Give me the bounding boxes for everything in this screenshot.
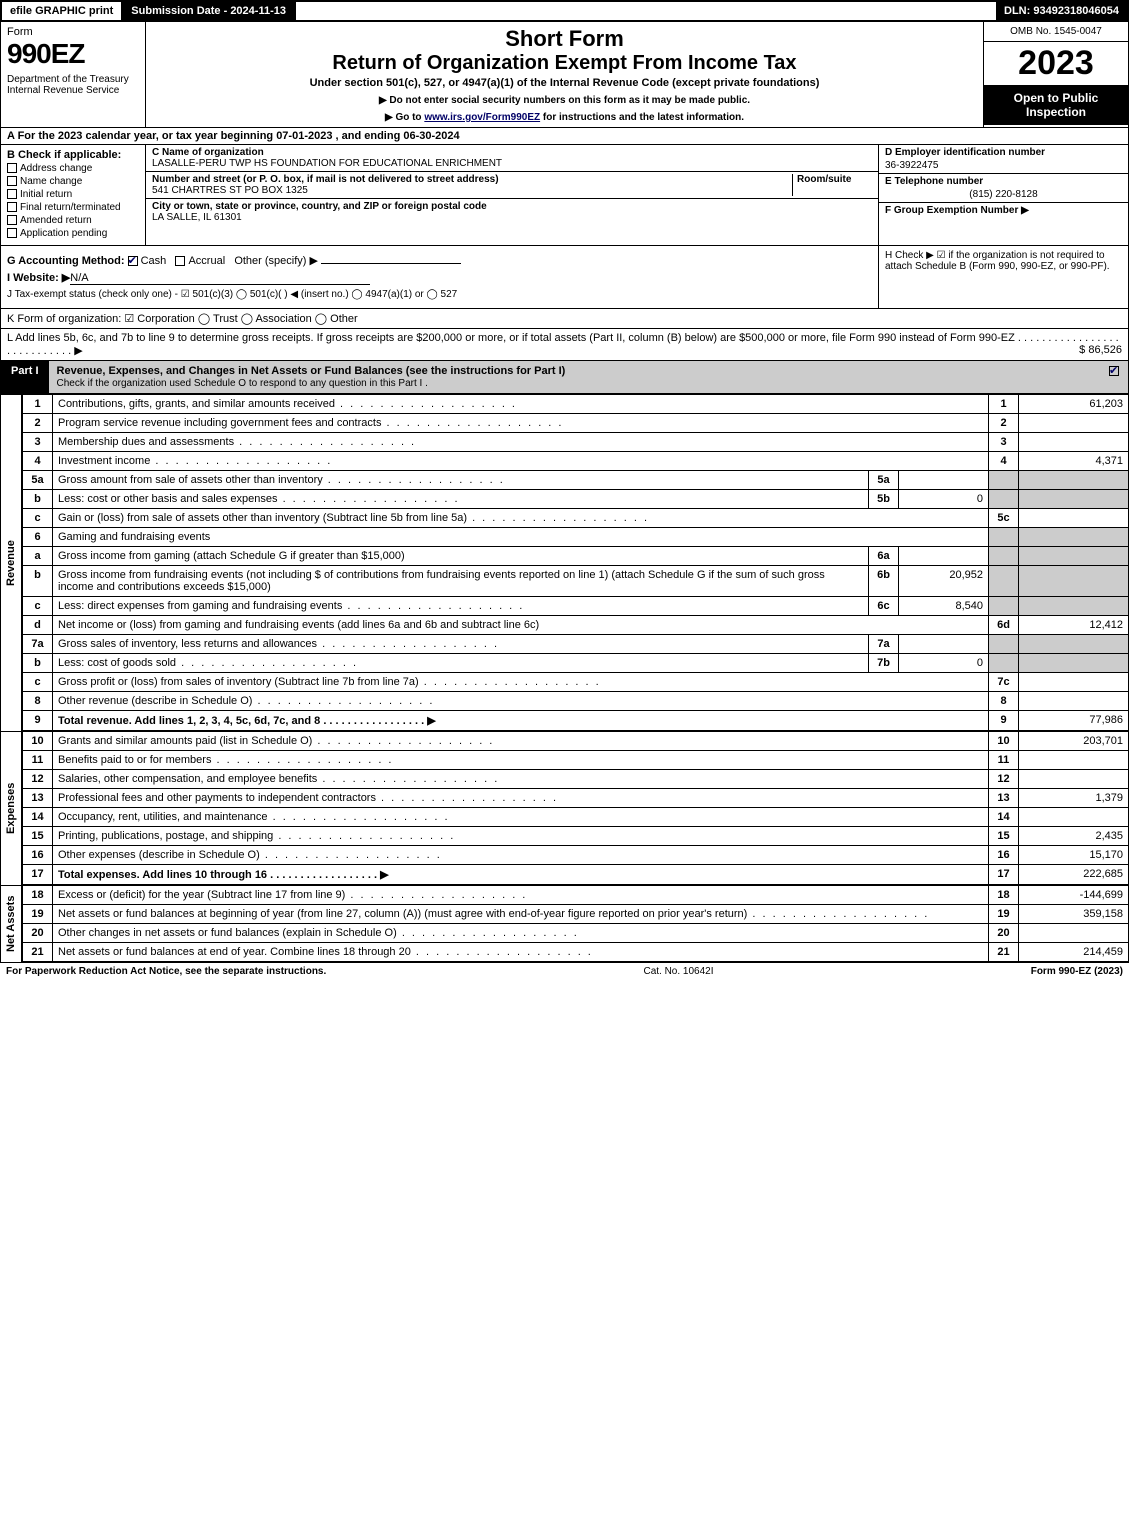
row-15: 15Printing, publications, postage, and s… (23, 827, 1129, 846)
part-I-sub: Check if the organization used Schedule … (57, 378, 428, 389)
line-H: H Check ▶ ☑ if the organization is not r… (878, 246, 1128, 308)
line-J: J Tax-exempt status (check only one) - ☑… (7, 289, 872, 300)
form-word: Form (7, 26, 139, 38)
row-3: 3Membership dues and assessments3 (23, 433, 1129, 452)
row-6a: aGross income from gaming (attach Schedu… (23, 547, 1129, 566)
block-G-to-J: G Accounting Method: Cash Accrual Other … (0, 246, 1129, 309)
submission-date: Submission Date - 2024-11-13 (123, 2, 296, 20)
row-19: 19Net assets or fund balances at beginni… (23, 905, 1129, 924)
row-17: 17Total expenses. Add lines 10 through 1… (23, 865, 1129, 885)
C-name-heading: C Name of organization (152, 147, 264, 158)
C-street-heading: Number and street (or P. O. box, if mail… (152, 174, 499, 185)
net-assets-label: Net Assets (0, 885, 22, 962)
note2-pre: ▶ Go to (385, 112, 424, 123)
line-G: G Accounting Method: Cash Accrual Other … (7, 254, 872, 267)
form-title: Return of Organization Exempt From Incom… (154, 52, 975, 75)
line-I: I Website: ▶N/A (7, 271, 872, 285)
chk-application-pending[interactable]: Application pending (7, 228, 139, 239)
net-assets-section: Net Assets 18Excess or (deficit) for the… (0, 885, 1129, 962)
cat-no: Cat. No. 10642I (643, 966, 713, 977)
short-form-label: Short Form (154, 26, 975, 52)
form-number: 990EZ (7, 38, 139, 70)
L-text: L Add lines 5b, 6c, and 7b to line 9 to … (7, 332, 1119, 357)
row-9: 9Total revenue. Add lines 1, 2, 3, 4, 5c… (23, 711, 1129, 731)
irs-link[interactable]: www.irs.gov/Form990EZ (424, 112, 540, 123)
paperwork-notice: For Paperwork Reduction Act Notice, see … (6, 966, 326, 977)
section-DEF: D Employer identification number 36-3922… (878, 145, 1128, 245)
part-I-tab: Part I (1, 361, 49, 393)
row-6c: cLess: direct expenses from gaming and f… (23, 597, 1129, 616)
section-C: C Name of organization LASALLE-PERU TWP … (146, 145, 878, 245)
org-name: LASALLE-PERU TWP HS FOUNDATION FOR EDUCA… (152, 158, 502, 169)
block-B-to-F: B Check if applicable: Address change Na… (0, 145, 1129, 246)
instructions-link-line: ▶ Go to www.irs.gov/Form990EZ for instru… (154, 112, 975, 123)
form-header: Form 990EZ Department of the Treasury In… (0, 22, 1129, 128)
note2-post: for instructions and the latest informat… (540, 112, 744, 123)
part-I-schedule-O-check[interactable] (1103, 361, 1128, 393)
chk-name-change[interactable]: Name change (7, 176, 139, 187)
phone: (815) 220-8128 (885, 189, 1122, 200)
dept-label: Department of the Treasury Internal Reve… (7, 74, 139, 96)
chk-amended-return[interactable]: Amended return (7, 215, 139, 226)
line-L: L Add lines 5b, 6c, and 7b to line 9 to … (0, 329, 1129, 361)
row-11: 11Benefits paid to or for members11 (23, 751, 1129, 770)
row-6d: dNet income or (loss) from gaming and fu… (23, 616, 1129, 635)
D-heading: D Employer identification number (885, 147, 1045, 158)
expenses-label: Expenses (0, 731, 22, 885)
C-city-heading: City or town, state or province, country… (152, 201, 487, 212)
row-14: 14Occupancy, rent, utilities, and mainte… (23, 808, 1129, 827)
row-10: 10Grants and similar amounts paid (list … (23, 732, 1129, 751)
org-street: 541 CHARTRES ST PO BOX 1325 (152, 185, 308, 196)
row-6b: bGross income from fundraising events (n… (23, 566, 1129, 597)
row-7c: cGross profit or (loss) from sales of in… (23, 673, 1129, 692)
section-B: B Check if applicable: Address change Na… (1, 145, 146, 245)
row-18: 18Excess or (deficit) for the year (Subt… (23, 886, 1129, 905)
public-inspection: Open to Public Inspection (984, 85, 1128, 125)
omb-number: OMB No. 1545-0047 (984, 22, 1128, 42)
page-footer: For Paperwork Reduction Act Notice, see … (0, 962, 1129, 980)
website: N/A (70, 272, 88, 284)
row-8: 8Other revenue (describe in Schedule O)8 (23, 692, 1129, 711)
row-1: 1Contributions, gifts, grants, and simil… (23, 395, 1129, 414)
chk-final-return[interactable]: Final return/terminated (7, 202, 139, 213)
revenue-label: Revenue (0, 394, 22, 731)
chk-address-change[interactable]: Address change (7, 163, 139, 174)
expenses-section: Expenses 10Grants and similar amounts pa… (0, 731, 1129, 885)
row-20: 20Other changes in net assets or fund ba… (23, 924, 1129, 943)
row-4: 4Investment income44,371 (23, 452, 1129, 471)
part-I-title: Revenue, Expenses, and Changes in Net As… (57, 365, 566, 377)
row-21: 21Net assets or fund balances at end of … (23, 943, 1129, 962)
org-city: LA SALLE, IL 61301 (152, 212, 242, 223)
tax-year: 2023 (984, 42, 1128, 85)
row-5b: bLess: cost or other basis and sales exp… (23, 490, 1129, 509)
top-bar: efile GRAPHIC print Submission Date - 20… (0, 0, 1129, 22)
ssn-warning: ▶ Do not enter social security numbers o… (154, 95, 975, 106)
chk-initial-return[interactable]: Initial return (7, 189, 139, 200)
F-heading: F Group Exemption Number ▶ (885, 205, 1029, 216)
row-7a: 7aGross sales of inventory, less returns… (23, 635, 1129, 654)
row-5c: cGain or (loss) from sale of assets othe… (23, 509, 1129, 528)
efile-label[interactable]: efile GRAPHIC print (2, 2, 123, 20)
row-7b: bLess: cost of goods sold7b0 (23, 654, 1129, 673)
row-13: 13Professional fees and other payments t… (23, 789, 1129, 808)
L-amount: $ 86,526 (1079, 344, 1122, 356)
row-2: 2Program service revenue including gover… (23, 414, 1129, 433)
line-K: K Form of organization: ☑ Corporation ◯ … (0, 309, 1129, 329)
form-subtitle: Under section 501(c), 527, or 4947(a)(1)… (154, 77, 975, 89)
chk-cash[interactable] (128, 256, 138, 266)
part-I-header: Part I Revenue, Expenses, and Changes in… (0, 361, 1129, 394)
room-heading: Room/suite (797, 174, 851, 185)
dln: DLN: 93492318046054 (996, 2, 1127, 20)
E-heading: E Telephone number (885, 176, 983, 187)
revenue-section: Revenue 1Contributions, gifts, grants, a… (0, 394, 1129, 731)
ein: 36-3922475 (885, 160, 1122, 171)
B-heading: B Check if applicable: (7, 149, 121, 161)
row-16: 16Other expenses (describe in Schedule O… (23, 846, 1129, 865)
row-6: 6Gaming and fundraising events (23, 528, 1129, 547)
row-5a: 5aGross amount from sale of assets other… (23, 471, 1129, 490)
chk-accrual[interactable] (175, 256, 185, 266)
form-ref: Form 990-EZ (2023) (1031, 966, 1123, 977)
row-12: 12Salaries, other compensation, and empl… (23, 770, 1129, 789)
line-A: A For the 2023 calendar year, or tax yea… (0, 128, 1129, 145)
